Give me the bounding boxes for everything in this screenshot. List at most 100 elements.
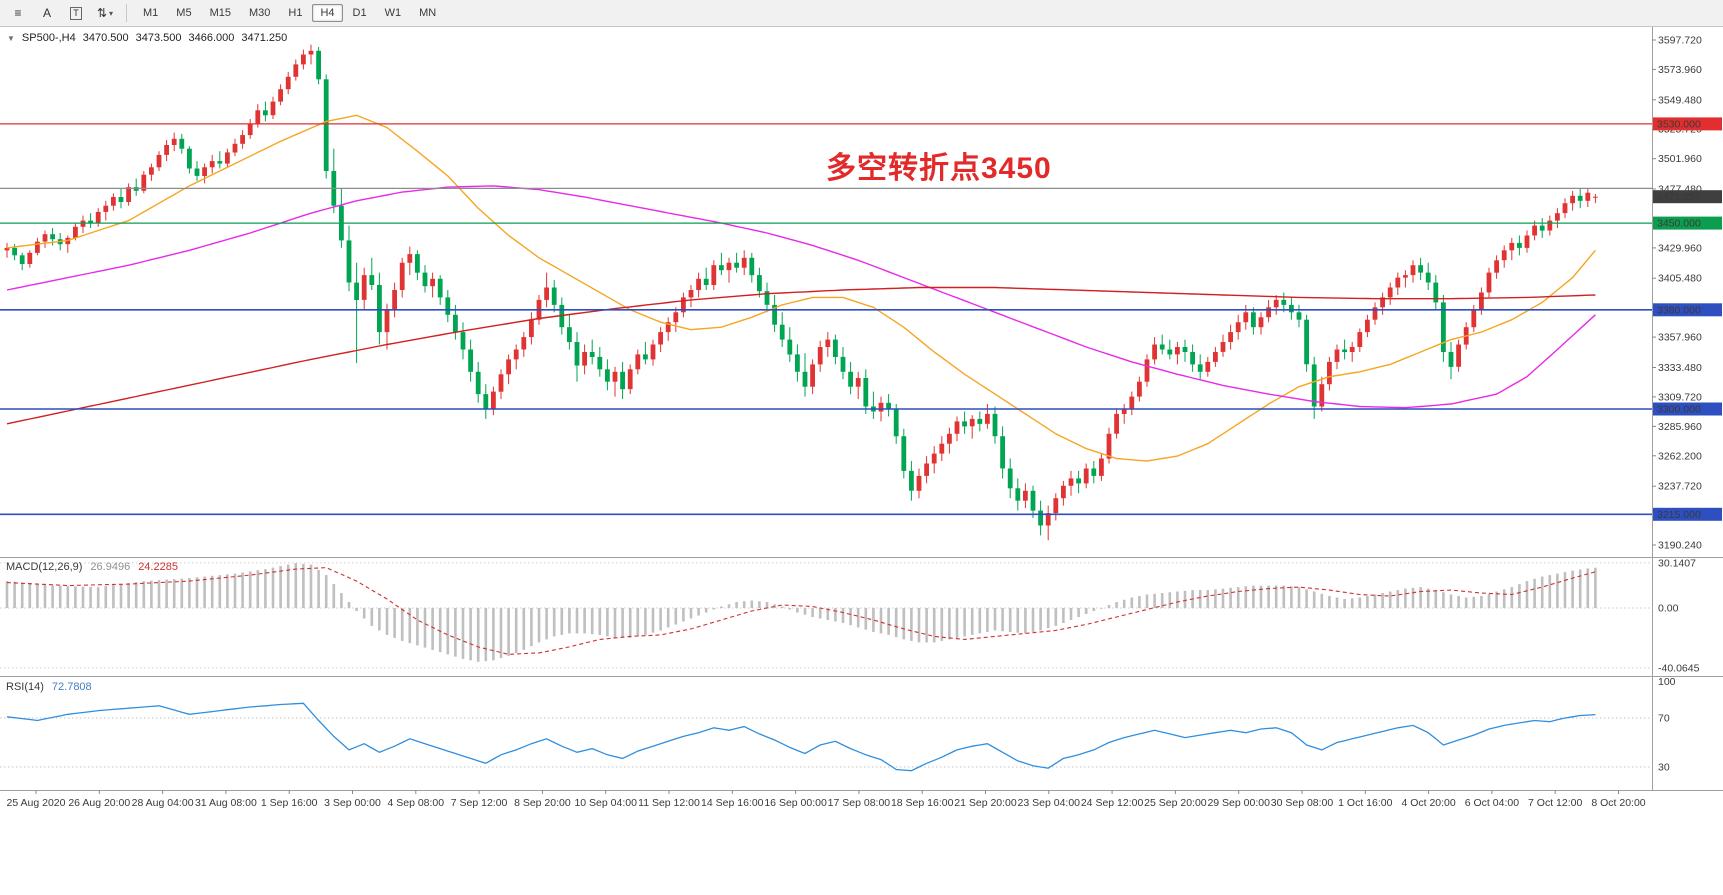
scale-tool-button[interactable]: ⇅ ▾: [91, 2, 119, 25]
timeframe-group: M1 M5 M15 M30 H1 H4 D1 W1 MN: [134, 4, 445, 22]
chart-annotation[interactable]: 多空转折点3450: [826, 152, 1052, 185]
svg-text:23 Sep 04:00: 23 Sep 04:00: [1018, 797, 1081, 809]
pointer-tool-button[interactable]: A: [33, 2, 61, 25]
ma-mid-magenta: [6, 185, 1596, 409]
price-tag-3471.25: [1653, 190, 1722, 204]
arrows-icon: ⇅: [96, 6, 108, 20]
timeframe-h1-button[interactable]: H1: [288, 7, 303, 19]
svg-text:3285.960: 3285.960: [1658, 421, 1702, 433]
svg-text:30 Sep 08:00: 30 Sep 08:00: [1271, 797, 1334, 809]
svg-text:24 Sep 12:00: 24 Sep 12:00: [1081, 797, 1144, 809]
price-tags: 3530.000 3471.250 3450.000 3380.000 3300.000…: [1653, 117, 1722, 521]
chart-canvas[interactable]: 3597.7203573.9603549.4803525.7203501.960…: [0, 27, 1723, 895]
macd-main-value: 26.9496: [90, 561, 131, 573]
ma-fast-orange: [6, 114, 1596, 462]
svg-text:25 Aug 2020: 25 Aug 2020: [7, 797, 66, 809]
svg-text:16 Sep 00:00: 16 Sep 00:00: [764, 797, 827, 809]
price-tag-3530: [1653, 117, 1722, 131]
svg-text:30.1407: 30.1407: [1658, 557, 1696, 569]
text-tool-icon: T: [70, 6, 82, 20]
svg-text:3549.480: 3549.480: [1658, 94, 1702, 106]
svg-text:3530.000: 3530.000: [1657, 118, 1701, 130]
svg-text:31 Aug 08:00: 31 Aug 08:00: [195, 797, 257, 809]
svg-text:8 Sep 20:00: 8 Sep 20:00: [514, 797, 571, 809]
price-tag-3215: [1653, 507, 1722, 521]
price-axis-labels: 3597.7203573.9603549.4803525.7203501.960…: [1652, 35, 1702, 552]
macd-grid: [0, 562, 1652, 669]
svg-text:100: 100: [1658, 676, 1676, 688]
main-toolbar: ≡ A T ⇅ ▾ M1 M5 M15 M30 H1 H4 D1 W1 MN: [0, 0, 1723, 27]
svg-text:3215.000: 3215.000: [1657, 509, 1701, 521]
svg-text:3237.720: 3237.720: [1658, 481, 1702, 493]
macd-signal-line: [6, 567, 1596, 655]
toolbar-separator: [126, 4, 127, 22]
svg-text:14 Sep 16:00: 14 Sep 16:00: [701, 797, 764, 809]
svg-text:3357.960: 3357.960: [1658, 332, 1702, 344]
rsi-label: RSI(14) 72.7808: [6, 681, 92, 693]
timeframe-m1-button[interactable]: M1: [143, 7, 159, 19]
low-value: 3466.000: [188, 32, 235, 44]
text-tool-button[interactable]: T: [62, 2, 90, 25]
indicator-axis-labels: 30.1407 0.00 -40.0645 100 70 30: [1658, 557, 1700, 773]
timeframe-w1-button[interactable]: W1: [384, 7, 402, 19]
close-value: 3471.250: [241, 32, 288, 44]
svg-text:3450.000: 3450.000: [1657, 218, 1701, 230]
candles-layer: [4, 44, 1598, 541]
svg-text:1 Sep 16:00: 1 Sep 16:00: [261, 797, 318, 809]
panel-dividers: [0, 27, 1723, 791]
timeframe-h4-button[interactable]: H4: [312, 4, 343, 22]
svg-text:25 Sep 20:00: 25 Sep 20:00: [1144, 797, 1207, 809]
rsi-line: [6, 702, 1596, 772]
svg-text:1 Oct 16:00: 1 Oct 16:00: [1338, 797, 1392, 809]
ma-slow-red: [6, 286, 1596, 425]
macd-histogram: [5, 563, 1597, 662]
svg-text:4 Oct 20:00: 4 Oct 20:00: [1401, 797, 1455, 809]
svg-text:3190.240: 3190.240: [1658, 540, 1702, 552]
chart-window: 3597.7203573.9603549.4803525.7203501.960…: [0, 27, 1723, 895]
svg-text:28 Aug 04:00: 28 Aug 04:00: [132, 797, 194, 809]
high-value: 3473.500: [135, 32, 182, 44]
svg-text:3309.720: 3309.720: [1658, 391, 1702, 403]
svg-text:-40.0645: -40.0645: [1658, 662, 1700, 674]
svg-text:0.00: 0.00: [1658, 603, 1679, 615]
rsi-name: RSI(14): [6, 681, 44, 693]
svg-text:70: 70: [1658, 713, 1670, 725]
macd-signal-value: 24.2285: [138, 561, 178, 573]
open-value: 3470.500: [82, 32, 129, 44]
timeframe-m15-button[interactable]: M15: [209, 7, 231, 19]
timeframe-d1-button[interactable]: D1: [352, 7, 367, 19]
svg-text:3300.000: 3300.000: [1657, 404, 1701, 416]
timeframe-m30-button[interactable]: M30: [248, 7, 271, 19]
menu-icon: ≡: [14, 6, 22, 20]
svg-text:7 Oct 12:00: 7 Oct 12:00: [1528, 797, 1582, 809]
svg-text:6 Oct 04:00: 6 Oct 04:00: [1465, 797, 1519, 809]
svg-text:18 Sep 16:00: 18 Sep 16:00: [891, 797, 954, 809]
rsi-value: 72.7808: [51, 681, 92, 693]
svg-text:3573.960: 3573.960: [1658, 64, 1702, 76]
timeframe-m5-button[interactable]: M5: [176, 7, 192, 19]
svg-text:3405.480: 3405.480: [1658, 273, 1702, 285]
price-tag-3300: [1653, 402, 1722, 416]
svg-text:3262.200: 3262.200: [1658, 450, 1702, 462]
collapse-icon[interactable]: ▼: [7, 33, 15, 43]
macd-label: MACD(12,26,9) 26.9496 24.2285: [6, 561, 178, 573]
svg-text:26 Aug 20:00: 26 Aug 20:00: [68, 797, 130, 809]
letter-a-icon: A: [42, 6, 51, 20]
symbol-ohlc-line: ▼ SP500-,H4 3470.500 3473.500 3466.000 3…: [7, 32, 287, 44]
rsi-grid: [0, 717, 1652, 768]
svg-text:3333.480: 3333.480: [1658, 362, 1702, 374]
svg-text:7 Sep 12:00: 7 Sep 12:00: [451, 797, 508, 809]
svg-text:29 Sep 00:00: 29 Sep 00:00: [1207, 797, 1270, 809]
svg-text:17 Sep 08:00: 17 Sep 08:00: [828, 797, 891, 809]
price-tag-3450: [1653, 216, 1722, 230]
svg-text:4 Sep 08:00: 4 Sep 08:00: [387, 797, 444, 809]
timeframe-mn-button[interactable]: MN: [419, 7, 437, 19]
svg-text:21 Sep 20:00: 21 Sep 20:00: [954, 797, 1017, 809]
svg-text:11 Sep 12:00: 11 Sep 12:00: [638, 797, 700, 809]
axis-background: [1652, 27, 1723, 895]
svg-text:3597.720: 3597.720: [1658, 35, 1702, 47]
svg-text:3429.960: 3429.960: [1658, 242, 1702, 254]
symbols-menu-button[interactable]: ≡: [4, 2, 32, 25]
time-axis: 25 Aug 2020 26 Aug 20:00 28 Aug 04:00 31 Au…: [7, 790, 1646, 809]
symbol-period-label: SP500-,H4: [21, 32, 76, 44]
